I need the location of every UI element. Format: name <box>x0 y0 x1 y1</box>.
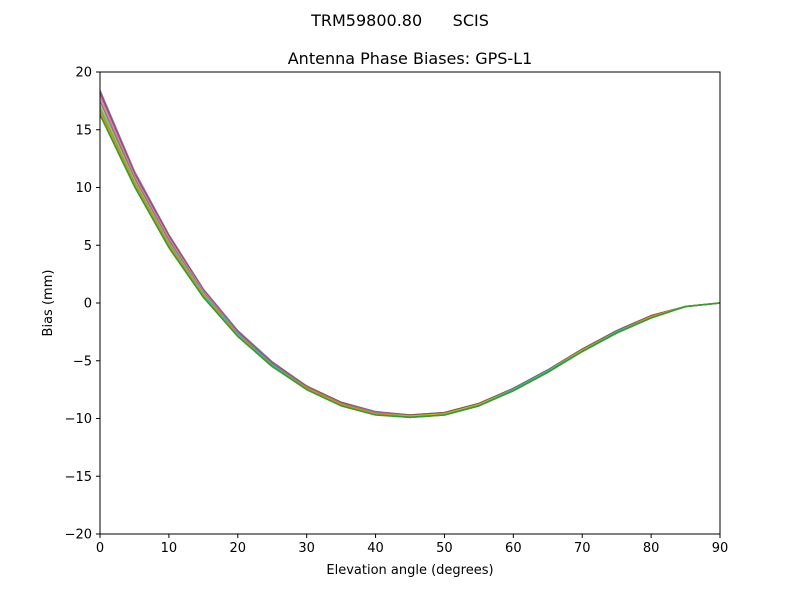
y-axis-label: Bias (mm) <box>41 270 56 337</box>
x-tick-label: 10 <box>161 541 178 556</box>
x-tick-label: 20 <box>230 541 247 556</box>
y-tick-label: 15 <box>75 123 92 138</box>
x-tick-label: 70 <box>574 541 591 556</box>
figure-suptitle: TRM59800.80 SCIS <box>310 11 489 30</box>
y-tick-label: −10 <box>65 412 92 427</box>
x-axis-ticks: 0 10 20 30 40 50 60 70 80 90 <box>96 534 728 556</box>
y-tick-label: 5 <box>84 239 92 254</box>
y-tick-label: −15 <box>65 470 92 485</box>
y-tick-label: −20 <box>65 528 92 543</box>
x-tick-label: 90 <box>712 541 729 556</box>
plot-frame <box>99 71 721 535</box>
x-tick-label: 40 <box>367 541 384 556</box>
chart-title: Antenna Phase Biases: GPS-L1 <box>288 49 533 68</box>
y-tick-label: 0 <box>84 297 92 312</box>
x-tick-label: 80 <box>643 541 660 556</box>
series-line-8 <box>100 114 720 419</box>
y-tick-label: −5 <box>73 354 92 369</box>
series-layer <box>100 90 720 419</box>
x-tick-label: 0 <box>96 541 104 556</box>
x-tick-label: 60 <box>505 541 522 556</box>
y-tick-label: 20 <box>75 66 92 81</box>
x-axis-label: Elevation angle (degrees) <box>326 563 493 578</box>
x-tick-label: 30 <box>298 541 315 556</box>
y-tick-label: 10 <box>75 181 92 196</box>
y-axis-ticks: −20 −15 −10 −5 0 5 10 15 20 <box>65 66 100 543</box>
x-tick-label: 50 <box>436 541 453 556</box>
